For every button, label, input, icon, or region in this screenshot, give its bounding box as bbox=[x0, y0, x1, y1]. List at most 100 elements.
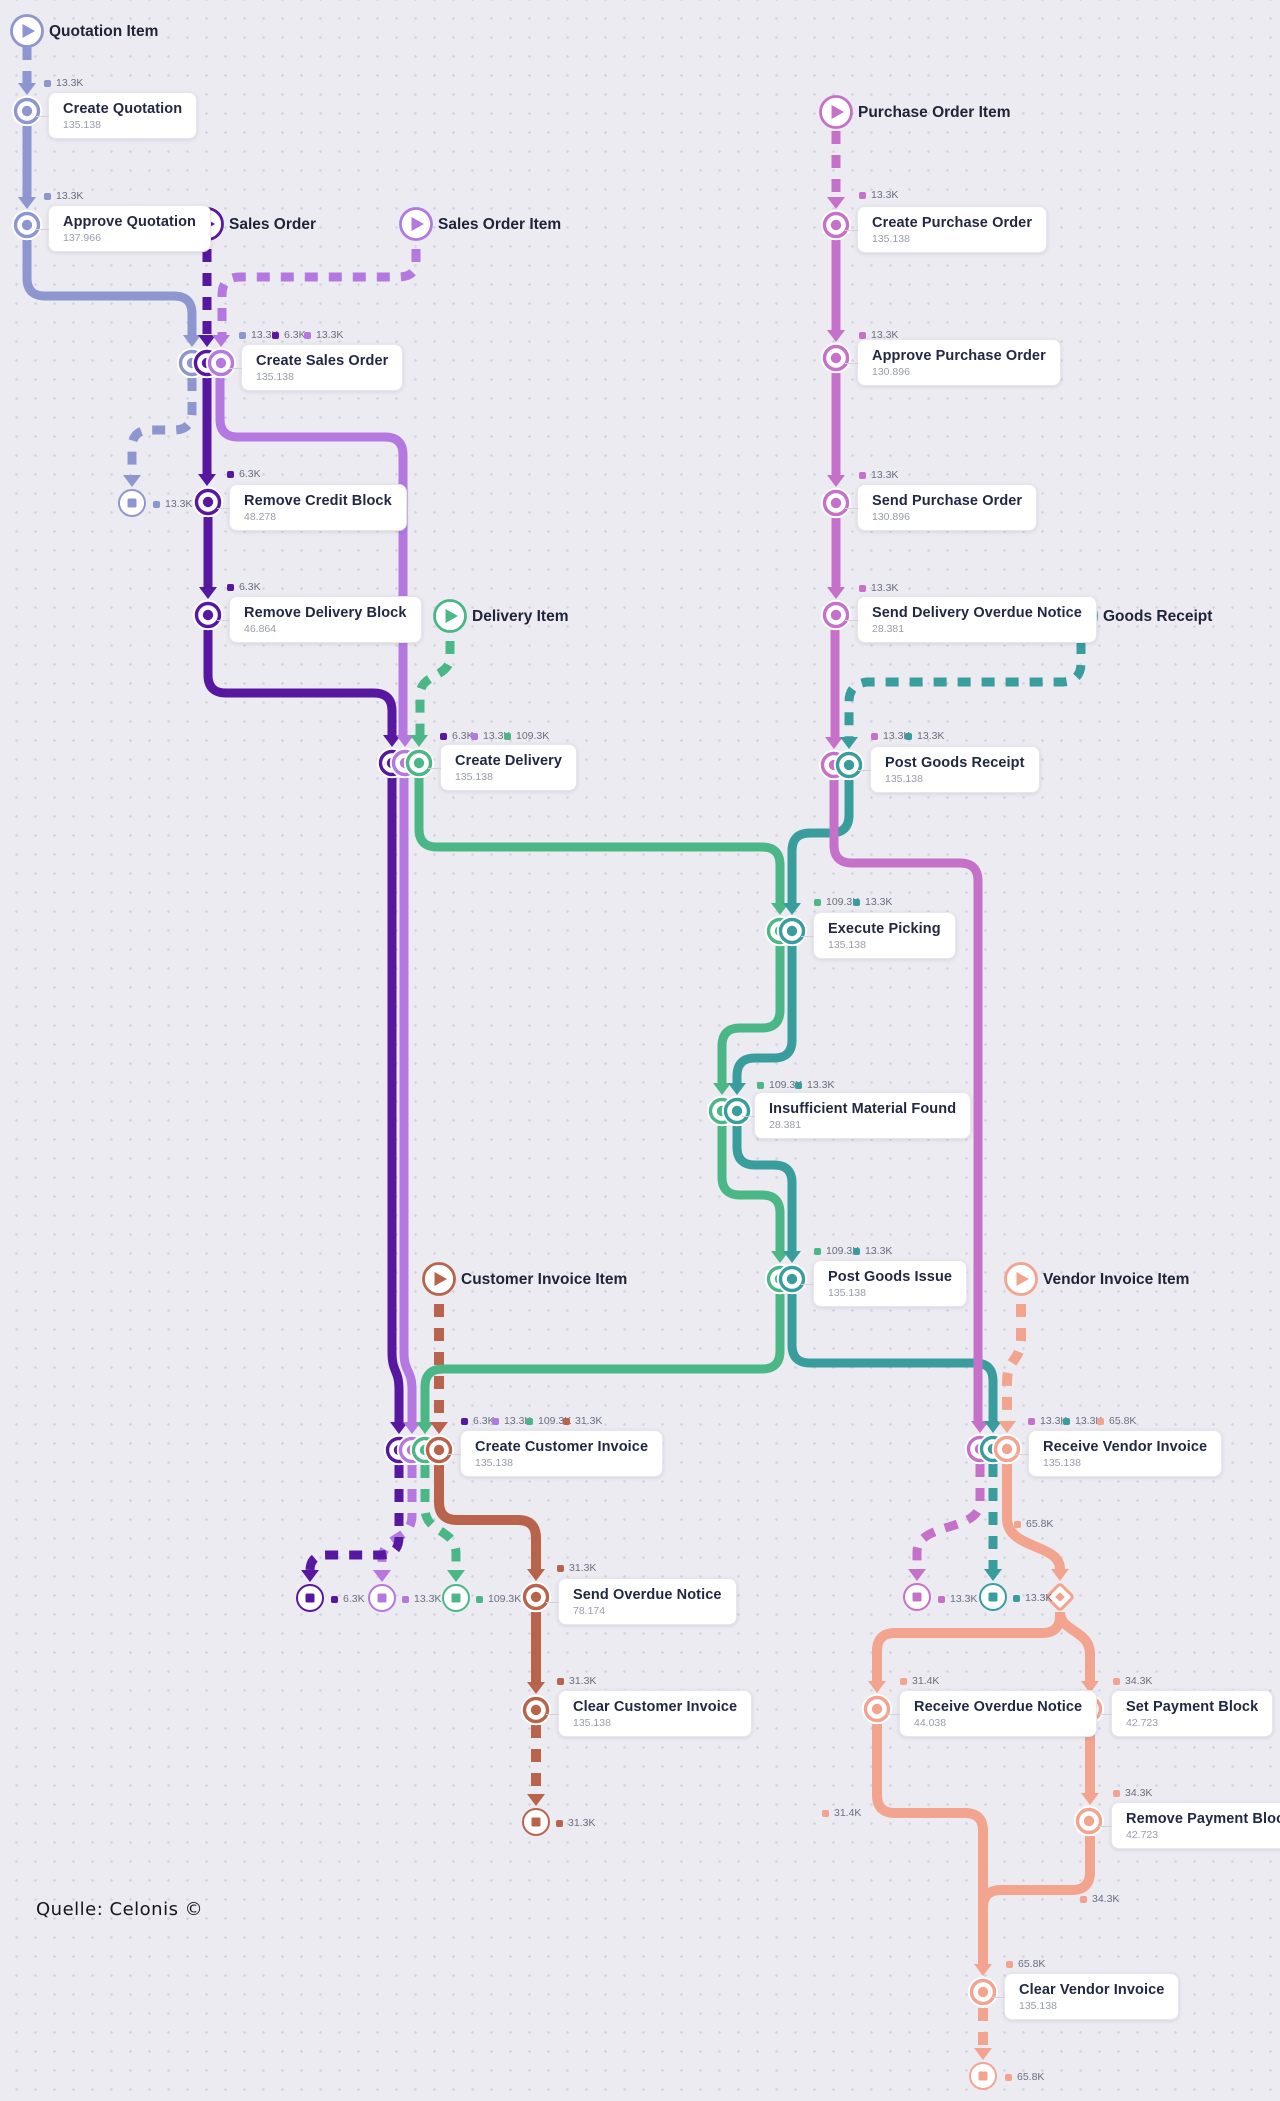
edge-gateway-set-payment-block bbox=[1055, 1611, 1095, 1681]
play-icon-purchase-order-item[interactable] bbox=[819, 95, 853, 129]
edge-post-goods-issue-create-customer-invoice bbox=[420, 1294, 785, 1422]
activity-count: 42.723 bbox=[1126, 1717, 1159, 1729]
count-square-icon bbox=[871, 732, 878, 740]
node-send-purchase-order[interactable] bbox=[819, 486, 853, 520]
lane-label: Goods Receipt bbox=[1103, 608, 1213, 625]
edge-count-badge: 13.3K bbox=[1013, 1592, 1052, 1604]
play-icon-vendor-invoice-item[interactable] bbox=[1004, 1262, 1038, 1296]
edge-create-customer-invoice-send-overdue bbox=[434, 1465, 541, 1569]
end-marker-sales-order-item bbox=[368, 1584, 396, 1612]
edge-count: 109.3K bbox=[769, 1079, 803, 1091]
edge-receive-overdue-clear-vendor-invoice bbox=[872, 1724, 988, 1964]
activity-card-remove-delivery-block[interactable]: Remove Delivery Block 46.864 bbox=[217, 596, 422, 643]
node-create-sales-order-lp[interactable] bbox=[204, 346, 238, 380]
activity-card-insufficient-material-found[interactable]: Insufficient Material Found 28.381 bbox=[741, 1092, 972, 1139]
node-clear-customer-invoice[interactable] bbox=[519, 1693, 553, 1727]
node-approve-quotation[interactable] bbox=[10, 208, 44, 242]
activity-count: 135.138 bbox=[475, 1457, 513, 1469]
edge-count-badge: 13.3K bbox=[871, 730, 910, 742]
count-square-icon bbox=[900, 1677, 907, 1685]
play-icon-delivery-item[interactable] bbox=[433, 599, 467, 633]
node-receive-overdue-notice[interactable] bbox=[860, 1692, 894, 1726]
edge-start-vendor-invoice-item bbox=[1002, 1304, 1026, 1421]
activity-count: 78.174 bbox=[573, 1605, 606, 1617]
activity-count: 135.138 bbox=[885, 773, 923, 785]
activity-card-remove-credit-block[interactable]: Remove Credit Block 48.278 bbox=[217, 484, 407, 531]
edge-count: 34.3K bbox=[1125, 1787, 1153, 1799]
activity-card-create-quotation[interactable]: Create Quotation 135.138 bbox=[35, 92, 198, 139]
edge-count: 31.4K bbox=[834, 1807, 862, 1819]
edge-remove-delivery-block-create-delivery bbox=[203, 630, 397, 735]
activity-card-create-delivery[interactable]: Create Delivery 135.138 bbox=[427, 744, 578, 791]
node-receive-vendor-invoice-sa[interactable] bbox=[990, 1432, 1024, 1466]
activity-card-receive-vendor-invoice[interactable]: Receive Vendor Invoice 135.138 bbox=[1015, 1430, 1223, 1477]
edge-count: 65.8K bbox=[1017, 2071, 1045, 2083]
activity-title: Approve Purchase Order bbox=[872, 348, 1046, 364]
activity-card-set-payment-block[interactable]: Set Payment Block 42.723 bbox=[1098, 1690, 1274, 1737]
lane-label: Purchase Order Item bbox=[858, 104, 1011, 121]
edge-gateway-receive-overdue-notice bbox=[872, 1612, 1065, 1681]
play-icon-sales-order-item[interactable] bbox=[399, 207, 433, 241]
node-remove-credit-block[interactable] bbox=[191, 485, 225, 519]
node-create-delivery-gr[interactable] bbox=[402, 746, 436, 780]
lane-header-goods-receipt: Goods Receipt bbox=[1103, 608, 1212, 626]
node-send-overdue-notice[interactable] bbox=[519, 1580, 553, 1614]
count-square-icon bbox=[471, 732, 478, 740]
activity-card-receive-overdue-notice[interactable]: Receive Overdue Notice 44.038 bbox=[886, 1690, 1098, 1737]
activity-count: 135.138 bbox=[1043, 1457, 1081, 1469]
edge-count-badge: 13.3K bbox=[471, 730, 510, 742]
activity-title: Send Overdue Notice bbox=[573, 1587, 722, 1603]
edge-count: 109.3K bbox=[826, 1245, 860, 1257]
node-create-purchase-order[interactable] bbox=[819, 208, 853, 242]
edge-count-badge: 34.3K bbox=[1080, 1893, 1119, 1905]
play-icon-quotation-item[interactable] bbox=[10, 14, 44, 48]
activity-count: 46.864 bbox=[244, 623, 277, 635]
activity-card-execute-picking[interactable]: Execute Picking 135.138 bbox=[801, 912, 956, 959]
activity-card-send-delivery-overdue-notice[interactable]: Send Delivery Overdue Notice 28.381 bbox=[845, 596, 1097, 643]
node-create-customer-invoice-si[interactable] bbox=[422, 1433, 456, 1467]
activity-count: 135.138 bbox=[256, 371, 294, 383]
activity-count: 42.723 bbox=[1126, 1829, 1159, 1841]
activity-card-create-purchase-order[interactable]: Create Purchase Order 135.138 bbox=[844, 206, 1048, 253]
node-post-goods-issue-tl[interactable] bbox=[775, 1262, 809, 1296]
count-square-icon bbox=[440, 732, 447, 740]
node-remove-payment-block[interactable] bbox=[1072, 1804, 1106, 1838]
play-icon-customer-invoice-item[interactable] bbox=[422, 1262, 456, 1296]
edge-count: 31.3K bbox=[569, 1562, 597, 1574]
activity-card-clear-customer-invoice[interactable]: Clear Customer Invoice 135.138 bbox=[545, 1690, 753, 1737]
node-post-goods-receipt-tl[interactable] bbox=[832, 748, 866, 782]
activity-card-create-customer-invoice[interactable]: Create Customer Invoice 135.138 bbox=[447, 1430, 664, 1477]
node-remove-delivery-block[interactable] bbox=[191, 598, 225, 632]
edge-start-delivery-item bbox=[415, 641, 455, 735]
activity-title: Create Quotation bbox=[63, 101, 183, 117]
activity-card-post-goods-receipt[interactable]: Post Goods Receipt 135.138 bbox=[858, 746, 1040, 793]
edge-count: 13.3K bbox=[865, 1245, 893, 1257]
activity-card-approve-quotation[interactable]: Approve Quotation 137.966 bbox=[36, 205, 211, 252]
node-create-quotation[interactable] bbox=[10, 94, 44, 128]
end-marker-quotation-item bbox=[118, 489, 146, 517]
end-marker-customer-invoice-item bbox=[522, 1808, 550, 1836]
node-clear-vendor-invoice[interactable] bbox=[966, 1975, 1000, 2009]
activity-title: Execute Picking bbox=[828, 921, 941, 937]
edge-execute-picking-insufficient-material bbox=[717, 946, 785, 1083]
node-insufficient-material-tl[interactable] bbox=[720, 1094, 754, 1128]
activity-card-create-sales-order[interactable]: Create Sales Order 135.138 bbox=[228, 344, 404, 391]
activity-card-approve-purchase-order[interactable]: Approve Purchase Order 130.896 bbox=[845, 339, 1061, 386]
node-send-delivery-overdue-notice[interactable] bbox=[819, 598, 853, 632]
node-execute-picking-tl[interactable] bbox=[775, 914, 809, 948]
activity-card-clear-vendor-invoice[interactable]: Clear Vendor Invoice 135.138 bbox=[991, 1973, 1180, 2020]
edge-start-goods-receipt bbox=[844, 641, 1086, 737]
activity-card-send-overdue-notice[interactable]: Send Overdue Notice 78.174 bbox=[546, 1578, 737, 1625]
activity-card-post-goods-issue[interactable]: Post Goods Issue 135.138 bbox=[800, 1260, 968, 1307]
count-square-icon bbox=[859, 191, 866, 199]
count-square-icon bbox=[1113, 1677, 1120, 1685]
lane-label: Vendor Invoice Item bbox=[1043, 1271, 1190, 1288]
edge-count: 13.3K bbox=[865, 896, 893, 908]
activity-title: Create Sales Order bbox=[256, 353, 389, 369]
activity-card-send-purchase-order[interactable]: Send Purchase Order 130.896 bbox=[844, 484, 1038, 531]
activity-count: 28.381 bbox=[769, 1119, 802, 1131]
node-approve-purchase-order[interactable] bbox=[819, 341, 853, 375]
edge-count-badge: 34.3K bbox=[1113, 1675, 1152, 1687]
activity-card-remove-payment-block[interactable]: Remove Payment Block 42.723 bbox=[1098, 1802, 1280, 1849]
count-square-icon bbox=[1113, 1789, 1120, 1797]
